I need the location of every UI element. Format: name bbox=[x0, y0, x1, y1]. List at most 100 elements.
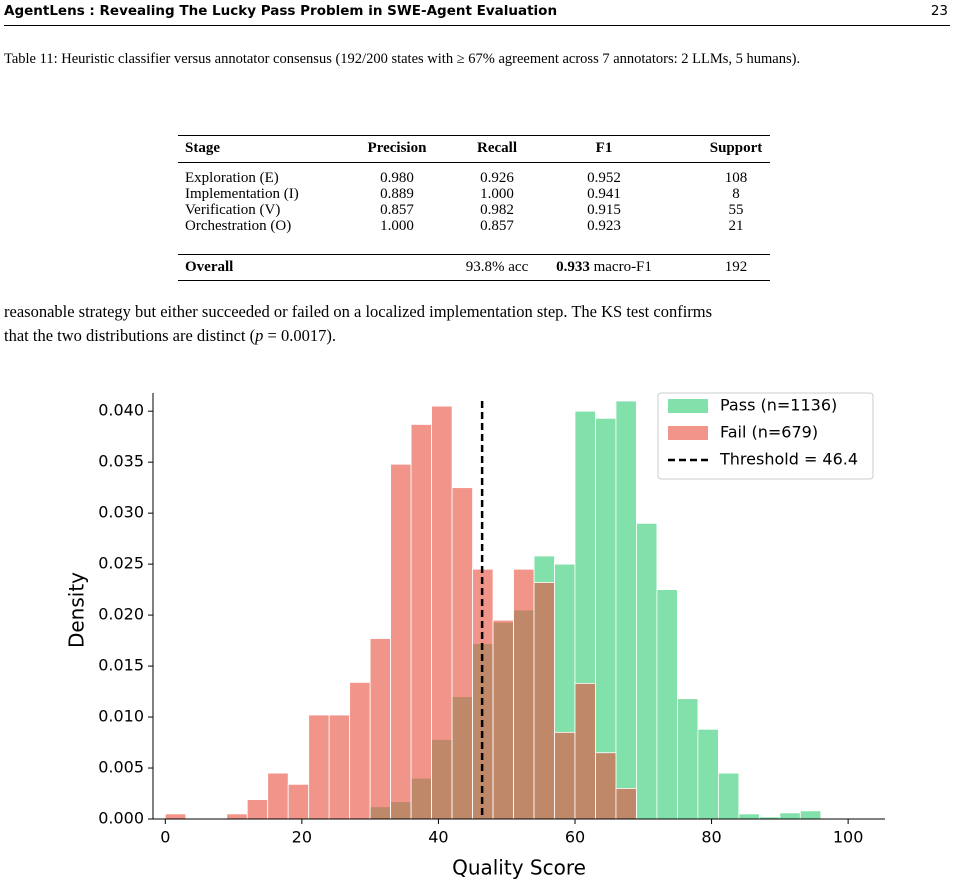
table-cell: 0.915 bbox=[587, 202, 621, 218]
histogram-bar bbox=[513, 568, 535, 820]
legend-label: Threshold = 46.4 bbox=[719, 450, 858, 469]
histogram-bar bbox=[451, 487, 473, 820]
paragraph-line: that the two distributions are distinct … bbox=[4, 326, 336, 346]
histogram-bar bbox=[554, 731, 576, 820]
overall-label: Overall bbox=[185, 259, 234, 275]
histogram-bar bbox=[267, 772, 289, 820]
histogram-bar bbox=[677, 698, 699, 820]
histogram-bar bbox=[328, 714, 351, 820]
histogram-bar bbox=[595, 752, 617, 820]
column-header: Recall bbox=[477, 140, 517, 156]
running-title: AgentLens : Revealing The Lucky Pass Pro… bbox=[4, 3, 558, 19]
column-header: Support bbox=[709, 140, 763, 156]
table-rule bbox=[178, 135, 770, 136]
f1-value: 0.933 bbox=[556, 259, 590, 275]
paragraph-line: reasonable strategy but either succeeded… bbox=[4, 302, 713, 321]
table-cell: Exploration (E) bbox=[185, 170, 279, 186]
caption: Table 11: Heuristic classifier versus an… bbox=[4, 50, 949, 69]
x-axis-label: Quality Score bbox=[452, 856, 586, 880]
overall-accuracy: 93.8% acc bbox=[465, 259, 529, 275]
table-cell: Implementation (I) bbox=[185, 186, 299, 202]
table-cell: 0.923 bbox=[587, 218, 621, 234]
f1-suffix: macro-F1 bbox=[593, 259, 652, 275]
histogram-bar bbox=[779, 812, 801, 820]
histogram-bar bbox=[246, 799, 269, 820]
overall-support: 192 bbox=[724, 259, 748, 275]
column-header: Stage bbox=[185, 140, 220, 156]
table-cell: Verification (V) bbox=[185, 202, 281, 218]
histogram-bar bbox=[226, 813, 248, 820]
table-cell: 8 bbox=[732, 186, 740, 202]
histogram-bar bbox=[717, 772, 740, 820]
legend-label: Fail (n=679) bbox=[720, 423, 818, 442]
column-header: Precision bbox=[367, 140, 427, 156]
histogram-bar bbox=[799, 810, 822, 820]
histogram-bar bbox=[164, 813, 187, 820]
table-cell: 0.941 bbox=[587, 186, 621, 202]
legend-box bbox=[657, 392, 874, 480]
x-tick-label: 100 bbox=[833, 828, 864, 847]
y-tick-label: 0.025 bbox=[98, 554, 144, 573]
histogram-bar bbox=[410, 424, 432, 820]
legend-swatch bbox=[668, 426, 708, 440]
table-cell: 1.000 bbox=[480, 186, 514, 202]
histogram-bar bbox=[615, 400, 637, 820]
histogram-bar bbox=[574, 683, 596, 820]
histogram-bar bbox=[656, 589, 678, 820]
text: = 0.0017). bbox=[263, 326, 336, 345]
table-cell: 0.857 bbox=[380, 202, 414, 218]
legend-label: Pass (n=1136) bbox=[720, 396, 837, 415]
y-axis-label: Density bbox=[65, 572, 89, 648]
y-tick-label: 0.040 bbox=[98, 401, 144, 420]
table-cell: 55 bbox=[728, 202, 744, 218]
table-cell: 108 bbox=[724, 170, 748, 186]
histogram-bar bbox=[533, 582, 555, 820]
histogram-bar bbox=[287, 783, 310, 820]
column-header: F1 bbox=[595, 140, 613, 156]
x-tick-label: 40 bbox=[428, 828, 448, 847]
y-tick-label: 0.035 bbox=[98, 452, 144, 471]
table-rule bbox=[178, 280, 770, 281]
table-cell: 0.982 bbox=[480, 202, 514, 218]
chart: 0.000 0.005 0.010 0.015 0.020 0.025 0.030 0.035… bbox=[65, 392, 885, 880]
table-cell: 21 bbox=[728, 218, 744, 234]
y-tick-label: 0.030 bbox=[98, 503, 144, 522]
y-tick-label: 0.005 bbox=[98, 758, 144, 777]
y-tick-label: 0.010 bbox=[98, 707, 144, 726]
legend-swatch bbox=[668, 399, 708, 413]
text: that the two distributions are distinct … bbox=[4, 326, 256, 345]
histogram-bar bbox=[697, 728, 719, 820]
page-number: 23 bbox=[930, 3, 948, 19]
caption-text: Heuristic classifier versus annotator co… bbox=[61, 51, 801, 67]
x-tick-label: 0 bbox=[160, 828, 170, 847]
x-tick-label: 60 bbox=[565, 828, 585, 847]
table-cell: 1.000 bbox=[380, 218, 414, 234]
caption-label: Table 11: bbox=[4, 51, 58, 67]
histogram-bar bbox=[615, 788, 637, 820]
table-cell: 0.857 bbox=[480, 218, 514, 234]
y-tick-label: 0.000 bbox=[98, 809, 144, 828]
table-cell: 0.952 bbox=[587, 170, 621, 186]
header-rule bbox=[4, 25, 950, 26]
overall-f1: 0.933 macro-F1 bbox=[556, 259, 652, 276]
histogram-bar bbox=[492, 619, 514, 820]
y-tick-label: 0.020 bbox=[98, 605, 144, 624]
histogram-bar bbox=[738, 813, 760, 820]
symbol: p bbox=[255, 326, 264, 345]
y-tick-label: 0.015 bbox=[98, 656, 144, 675]
histogram-bar bbox=[349, 681, 371, 820]
histogram-bar bbox=[308, 714, 330, 820]
x-tick-label: 20 bbox=[292, 828, 312, 847]
table-rule bbox=[178, 254, 770, 255]
x-tick-label: 80 bbox=[701, 828, 721, 847]
table-cell: Orchestration (O) bbox=[185, 218, 292, 234]
histogram-bar bbox=[636, 522, 658, 820]
histogram-bar bbox=[369, 638, 392, 820]
table-cell: 0.926 bbox=[480, 170, 514, 186]
histogram-bar bbox=[390, 463, 412, 820]
table-rule bbox=[178, 162, 770, 163]
table-cell: 0.980 bbox=[380, 170, 414, 186]
table-cell: 0.889 bbox=[380, 186, 414, 202]
histogram-bar bbox=[431, 405, 453, 820]
